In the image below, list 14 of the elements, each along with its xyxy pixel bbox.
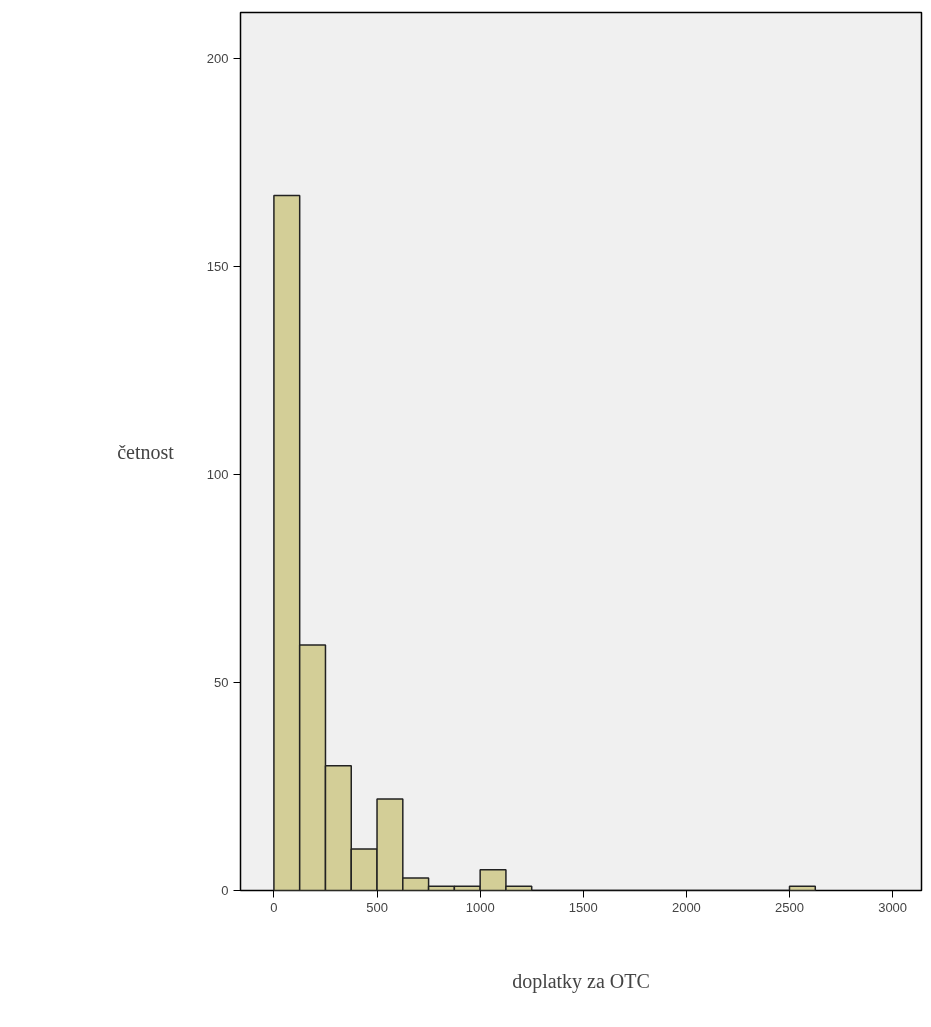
x-tick-label: 500 bbox=[366, 899, 388, 915]
x-tick-label: 1500 bbox=[568, 899, 598, 915]
x-tick-label: 3000 bbox=[878, 899, 908, 915]
y-axis-title: četnost bbox=[117, 440, 175, 463]
y-tick-label: 100 bbox=[206, 466, 229, 482]
x-tick-label: 1000 bbox=[465, 899, 495, 915]
x-tick-label: 2000 bbox=[671, 899, 701, 915]
y-tick-label: 200 bbox=[206, 50, 229, 66]
x-axis-title: doplatky za OTC bbox=[512, 969, 650, 993]
x-tick-label: 0 bbox=[270, 899, 278, 915]
y-tick-label: 50 bbox=[214, 674, 229, 690]
y-tick-label: 0 bbox=[221, 883, 229, 898]
x-tick-label: 2500 bbox=[775, 899, 804, 915]
y-tick-label: 150 bbox=[206, 258, 229, 274]
